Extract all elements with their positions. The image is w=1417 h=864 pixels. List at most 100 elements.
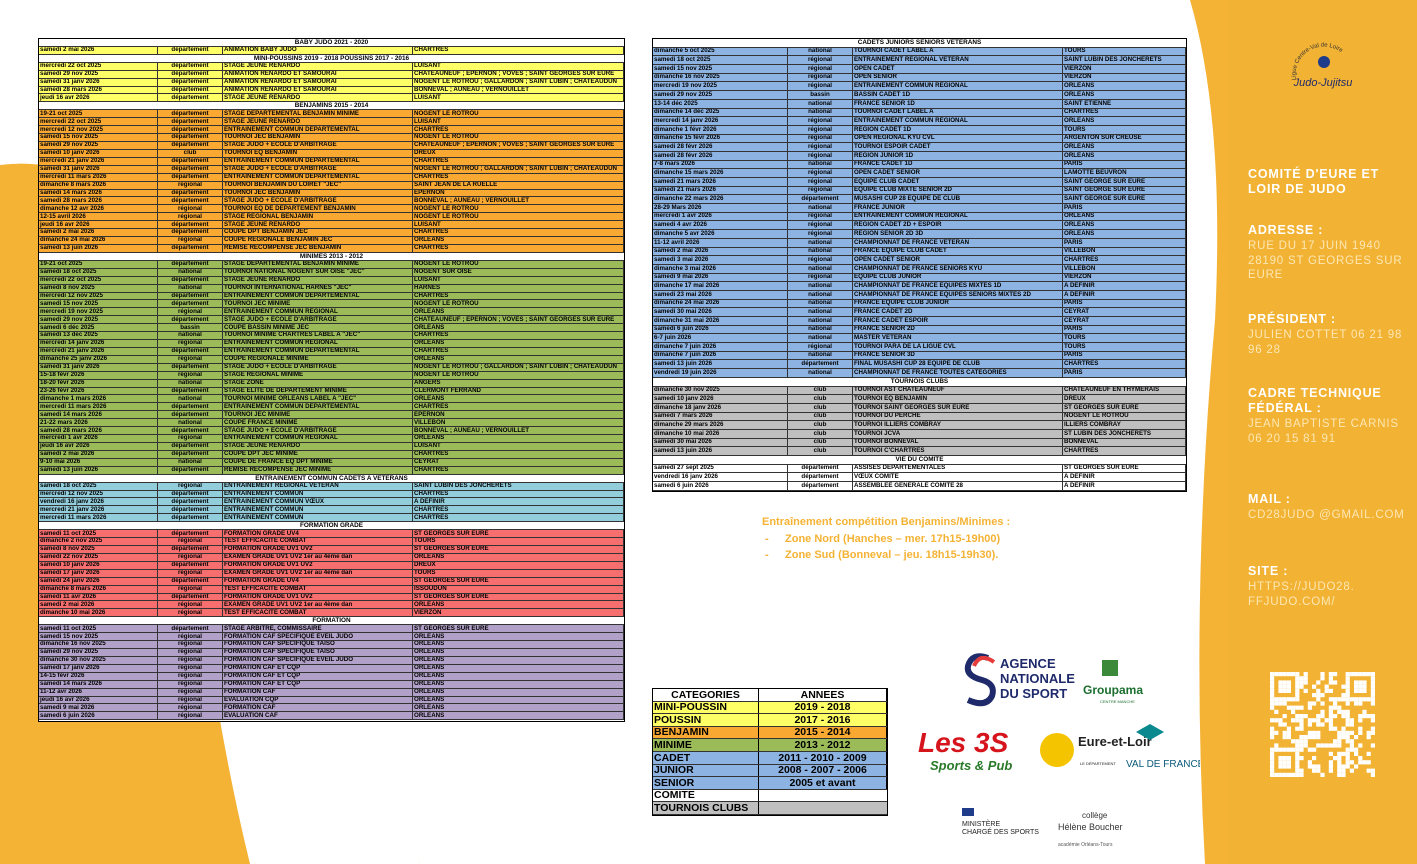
qr-module — [1295, 764, 1300, 769]
date: samedi 14 mars 2026 — [39, 411, 158, 419]
level: régional — [158, 213, 223, 221]
qr-module — [1324, 743, 1329, 748]
qr-module — [1370, 730, 1375, 735]
event: FORMATION GRADE UV4 — [223, 577, 413, 585]
category-years: 2008 - 2007 - 2006 — [759, 764, 887, 777]
event-row: vendredi 19 juin 2026 national CHAMPIONNAT… — [653, 369, 1186, 378]
level: département — [158, 260, 223, 268]
groupama-icon — [1102, 660, 1118, 676]
event: REMISE RECOMPENSE JEC MINIME — [223, 466, 413, 474]
place: LUISANT — [413, 443, 624, 450]
date: samedi 27 sept 2025 — [653, 464, 788, 473]
qr-module — [1270, 747, 1275, 752]
event-row: dimanche 30 nov 2025 club TOURNOI AST CHAT… — [653, 386, 1186, 396]
place: LAMOTTE BEUVRON — [1063, 169, 1186, 177]
qr-module — [1274, 709, 1279, 714]
event: STAGE JUDO + ECOLE D'ARBITRAGE — [223, 316, 413, 324]
qr-module — [1349, 747, 1354, 752]
level: régional — [158, 641, 223, 648]
qr-module — [1295, 676, 1300, 681]
date: mercredi 12 nov 2025 — [39, 490, 158, 498]
event: REGION JUNIOR 1D — [853, 151, 1063, 160]
qr-module — [1358, 730, 1363, 735]
event-row: 14-15 févr 2026 régional FORMATION CAF ET … — [39, 672, 624, 681]
event: REGION SENIOR 2D 3D — [853, 230, 1063, 238]
qr-module — [1295, 714, 1300, 719]
place: NOGENT LE ROTROU — [413, 213, 624, 221]
event: ENTRAINEMENT COMMUN DEPARTEMENTAL — [223, 157, 413, 165]
qr-module — [1328, 688, 1333, 693]
event-row: samedi 3 mai 2026 régional OPEN CADET SENI… — [653, 256, 1186, 265]
qr-module — [1333, 701, 1338, 706]
place: VILLEBON — [1063, 247, 1186, 256]
qr-module — [1278, 701, 1283, 706]
qr-module — [1333, 743, 1338, 748]
event: TOURNOI CADET LABEL A — [853, 108, 1063, 117]
section-title: BENJAMINS 2015 - 2014 — [39, 102, 624, 109]
place: A DEFINIR — [1063, 290, 1186, 299]
qr-module — [1362, 760, 1367, 765]
qr-module — [1370, 726, 1375, 731]
qr-module — [1291, 705, 1296, 710]
event: ENTRAINEMENT COMMUN REGIONAL — [223, 308, 413, 316]
place: NOGENT LE ROTROU ; GALLARDON ; SAINT LUB… — [413, 165, 624, 173]
event-row: mercredi 19 nov 2025 régional ENTRAINEMENT… — [653, 82, 1186, 92]
event: FRANCE EQUIPE CLUB CADET — [853, 247, 1063, 256]
place: ST GEORGES SUR EURE — [1063, 464, 1186, 473]
qr-module — [1303, 672, 1308, 677]
event: ENTRAINEMENT COMMUN — [223, 490, 413, 498]
qr-module — [1278, 722, 1283, 727]
qr-module — [1270, 676, 1275, 681]
date: 14-15 févr 2026 — [39, 672, 158, 680]
event-row: dimanche 17 mai 2026 national CHAMPIONNAT … — [653, 282, 1186, 291]
event: STAGE JEUNE RENARDO — [223, 443, 413, 450]
place: PARIS — [1063, 351, 1186, 360]
event: EXAMEN GRADE UV1 UV2 1er au 4ème dan — [223, 553, 413, 561]
event-row: dimanche 10 mai 2026 régional TEST EFFICAC… — [39, 609, 624, 618]
event: TOURNOI BENJAMIN DU LOIRET "JEC" — [223, 181, 413, 189]
date: mercredi 14 janv 2026 — [39, 340, 158, 347]
qr-module — [1274, 743, 1279, 748]
date: samedi 18 oct 2025 — [653, 56, 788, 65]
qr-module — [1345, 739, 1350, 744]
category-row: BENJAMIN 2015 - 2014 — [653, 726, 887, 740]
event-row: dimanche 5 avr 2026 régional REGION SENIOR… — [653, 230, 1186, 239]
date: dimanche 7 juin 2026 — [653, 351, 788, 360]
contact-label: SITE : — [1248, 564, 1289, 578]
qr-module — [1312, 693, 1317, 698]
date: dimanche 15 mars 2026 — [653, 169, 788, 177]
event-row: jeudi 16 avr 2026 département STAGE JEUNE … — [39, 443, 624, 451]
qr-module — [1312, 764, 1317, 769]
qr-module — [1345, 684, 1350, 689]
qr-module — [1316, 735, 1321, 740]
event-row: samedi 21 mars 2026 régional EQUIPE CLUB M… — [653, 186, 1186, 196]
event-row: mercredi 12 nov 2025 département ENTRAINEM… — [39, 490, 624, 499]
place: ORLEANS — [1063, 91, 1186, 99]
qr-module — [1345, 747, 1350, 752]
qr-module — [1278, 680, 1283, 685]
right-curve — [1190, 0, 1228, 864]
category-row: MINIME 2013 - 2012 — [653, 739, 887, 752]
event: FORMATION CAF SPECIFIQUE EVEIL JUDO — [223, 633, 413, 641]
event: ANIMATION RENARDO ET SAMOURAÏ — [223, 70, 413, 78]
qr-module — [1282, 772, 1287, 777]
event-row: samedi 29 nov 2025 département STAGE JUDO … — [39, 141, 624, 150]
academie-text: académie Orléans-Tours — [1058, 842, 1113, 848]
category-row: MINI-POUSSIN 2019 - 2018 — [653, 701, 887, 715]
qr-module — [1370, 714, 1375, 719]
level: national — [158, 419, 223, 427]
date: samedi 9 mai 2026 — [39, 704, 158, 712]
event-row: samedi 24 janv 2026 département FORMATION … — [39, 577, 624, 586]
qr-module — [1299, 705, 1304, 710]
date: samedi 11 avr 2026 — [39, 593, 158, 601]
place: NOGENT LE ROTROU — [413, 205, 624, 213]
level: département — [158, 165, 223, 173]
date: samedi 29 nov 2025 — [39, 648, 158, 656]
qr-module — [1345, 756, 1350, 761]
place: HARNES — [413, 284, 624, 292]
qr-module — [1354, 672, 1359, 677]
date: mercredi 22 oct 2025 — [39, 276, 158, 284]
event-row: dimanche 24 mai 2026 national FRANCE EQUIP… — [653, 299, 1186, 309]
qr-module — [1370, 772, 1375, 777]
event-row: samedi 2 mai 2026 département COUPE DPT BE… — [39, 229, 624, 238]
